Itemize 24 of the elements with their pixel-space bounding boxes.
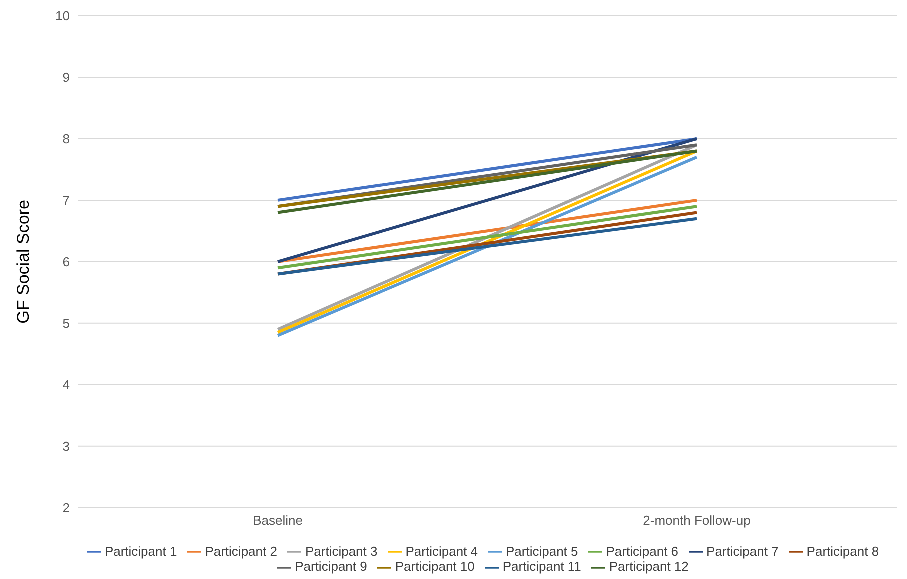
legend-label: Participant 2 (205, 544, 278, 559)
y-tick-label: 7 (62, 193, 70, 208)
y-tick-label: 8 (62, 132, 70, 147)
legend-label: Participant 3 (305, 544, 378, 559)
legend-label: Participant 6 (606, 544, 679, 559)
y-tick-label: 10 (56, 8, 70, 24)
legend-label: Participant 9 (295, 559, 368, 574)
legend-label: Participant 10 (395, 559, 475, 574)
x-tick-label: Baseline (253, 513, 303, 528)
y-tick-label: 2 (62, 500, 70, 516)
legend-label: Participant 5 (506, 544, 578, 559)
legend-label: Participant 12 (609, 559, 689, 574)
y-tick-label: 6 (62, 254, 70, 270)
legend-label: Participant 8 (806, 544, 880, 559)
y-tick-label: 3 (62, 439, 70, 454)
legend-label: Participant 4 (406, 544, 478, 559)
x-tick-label: 2-month Follow-up (643, 513, 751, 528)
legend-label: Participant 11 (502, 559, 582, 574)
y-tick-label: 4 (62, 378, 70, 393)
y-tick-label: 9 (62, 70, 70, 86)
y-tick-label: 5 (62, 316, 70, 332)
legend-label: Participant 1 (104, 544, 178, 559)
legend-label: Participant 7 (706, 544, 779, 559)
y-axis-title: GF Social Score (14, 200, 34, 324)
